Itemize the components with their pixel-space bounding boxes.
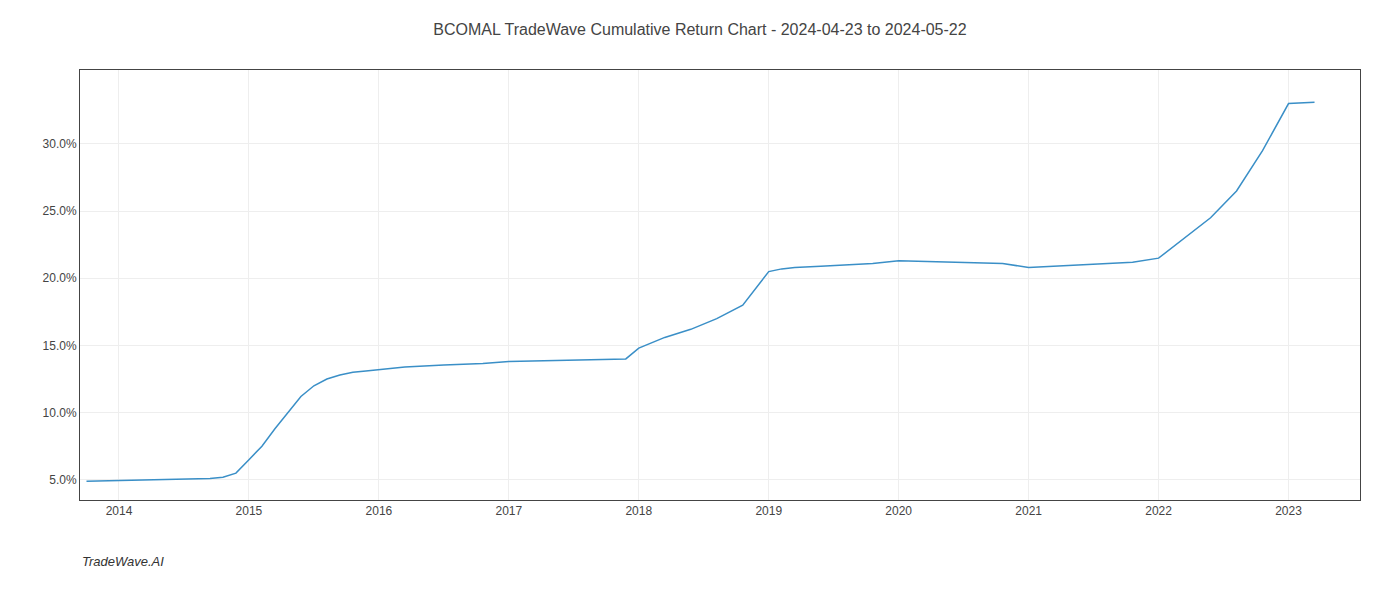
svg-text:20.0%: 20.0% xyxy=(43,271,77,285)
svg-text:TradeWave.AI: TradeWave.AI xyxy=(82,554,164,569)
svg-text:2020: 2020 xyxy=(885,504,912,518)
svg-text:2023: 2023 xyxy=(1275,504,1302,518)
svg-text:BCOMAL TradeWave Cumulative Re: BCOMAL TradeWave Cumulative Return Chart… xyxy=(433,21,966,38)
svg-text:2016: 2016 xyxy=(366,504,393,518)
svg-text:2015: 2015 xyxy=(236,504,263,518)
svg-text:15.0%: 15.0% xyxy=(43,339,77,353)
svg-text:5.0%: 5.0% xyxy=(49,473,77,487)
svg-text:2019: 2019 xyxy=(755,504,782,518)
svg-text:2022: 2022 xyxy=(1145,504,1172,518)
svg-text:30.0%: 30.0% xyxy=(43,137,77,151)
svg-text:10.0%: 10.0% xyxy=(43,406,77,420)
svg-text:2017: 2017 xyxy=(495,504,522,518)
svg-text:2018: 2018 xyxy=(625,504,652,518)
svg-text:2021: 2021 xyxy=(1015,504,1042,518)
svg-text:2014: 2014 xyxy=(106,504,133,518)
svg-text:25.0%: 25.0% xyxy=(43,204,77,218)
